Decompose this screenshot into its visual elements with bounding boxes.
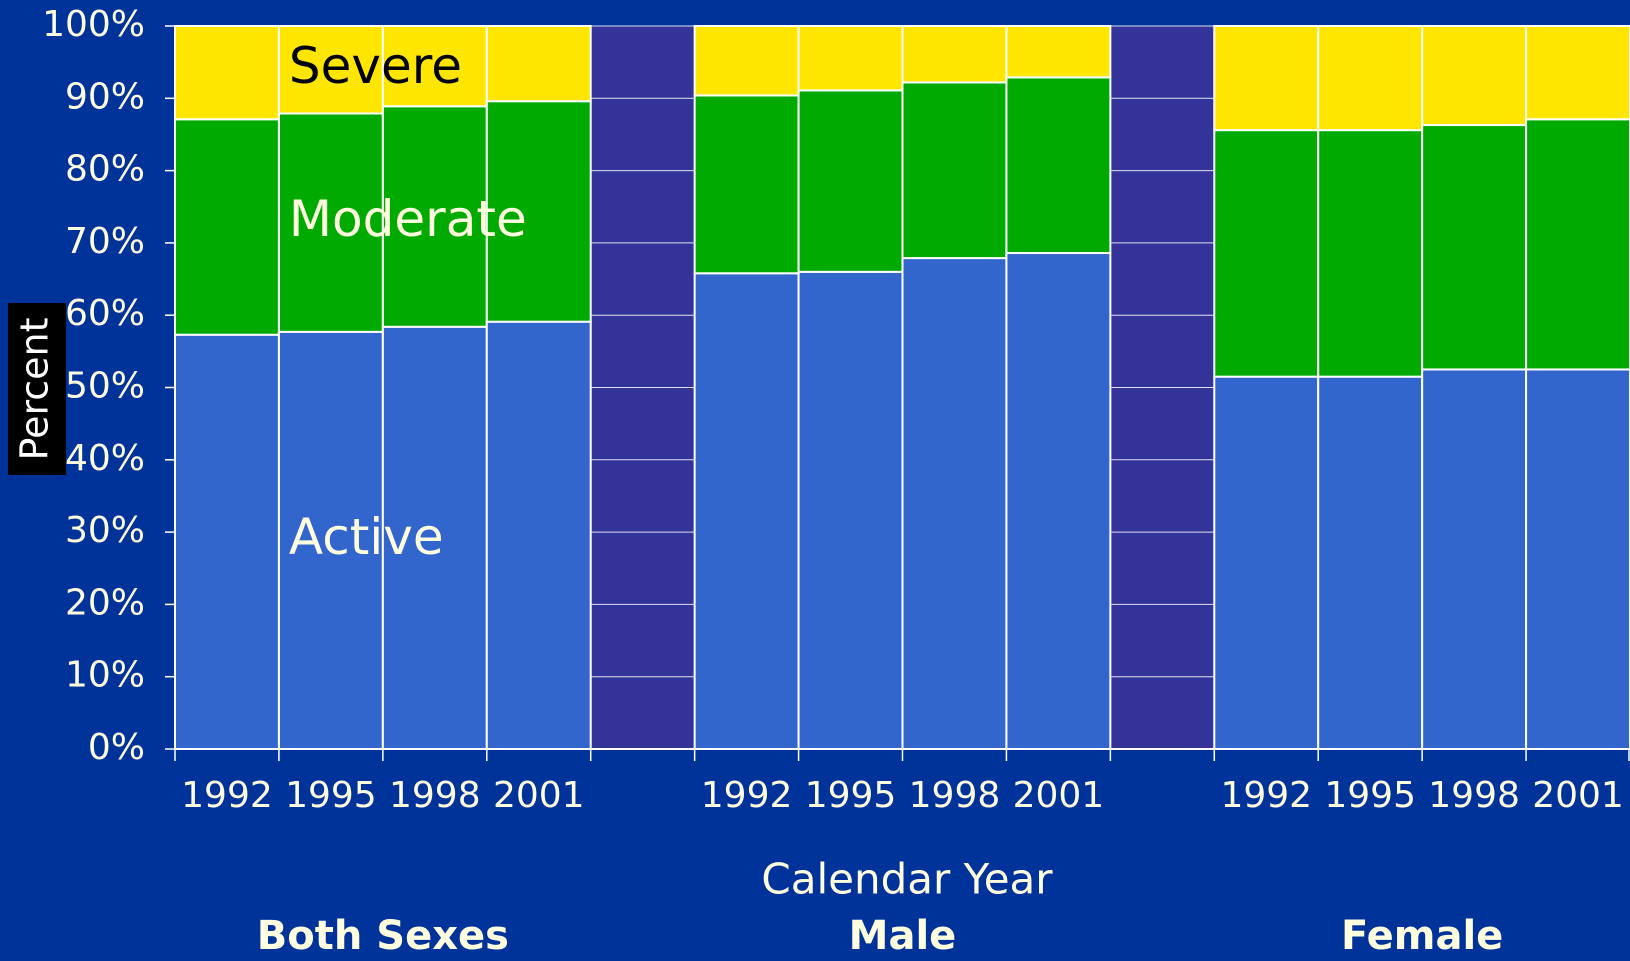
series-label: Severe <box>289 37 462 95</box>
bar-segment <box>1005 76 1112 255</box>
x-tick-label: 2001 <box>1532 775 1624 816</box>
bar-segment <box>485 320 592 750</box>
bar-segment <box>1525 25 1630 121</box>
bar-segment <box>1213 375 1320 750</box>
bar-segment <box>1525 118 1630 371</box>
bar-segment <box>174 25 280 121</box>
x-tick-label: 1995 <box>1324 775 1416 816</box>
bar-segment <box>1213 129 1320 378</box>
x-tick-label: 1992 <box>1220 775 1312 816</box>
x-tick-label: 1995 <box>805 775 897 816</box>
bar-segment <box>901 257 1008 750</box>
bar-segment <box>485 100 592 323</box>
y-tick-label: 90% <box>65 76 145 117</box>
bar-segment <box>485 25 592 103</box>
x-tick-label: 2001 <box>1013 775 1105 816</box>
bar-segment <box>1317 129 1424 378</box>
bar-segment <box>1421 25 1528 127</box>
bar-segment <box>174 118 280 336</box>
bar-segment <box>693 25 800 97</box>
bar-segment <box>1213 25 1320 132</box>
bar-segment <box>1005 252 1112 750</box>
y-axis-label: Percent <box>13 318 57 461</box>
group-label: Male <box>849 913 957 959</box>
bar-segment <box>1317 25 1424 132</box>
bar-segment <box>381 105 488 328</box>
x-tick-label: 1998 <box>1428 775 1520 816</box>
x-tick-label: 1995 <box>285 775 377 816</box>
y-tick-label: 80% <box>65 149 145 190</box>
x-tick-label: 1998 <box>389 775 481 816</box>
bar-segment <box>797 25 904 92</box>
y-tick-label: 60% <box>65 293 145 334</box>
bar-segment <box>1525 368 1630 750</box>
y-tick-label: 10% <box>65 655 145 696</box>
bar-segment <box>381 325 488 750</box>
y-tick-label: 70% <box>65 221 145 262</box>
bar-segment <box>277 330 384 750</box>
bar-segment <box>797 270 904 750</box>
bar-segment <box>797 89 904 273</box>
y-tick-label: 100% <box>42 4 145 45</box>
y-tick-label: 0% <box>88 727 145 768</box>
y-tick-label: 20% <box>65 582 145 623</box>
bar-segment <box>174 333 280 750</box>
y-tick-label: 50% <box>65 366 145 407</box>
bar-segment <box>1005 25 1112 79</box>
bar-segment <box>1317 375 1424 750</box>
y-tick-label: 30% <box>65 510 145 551</box>
bar-segment <box>1421 368 1528 750</box>
series-label: Moderate <box>289 190 527 248</box>
series-label: Active <box>289 508 444 566</box>
bar-segment <box>277 25 384 115</box>
bar-segment <box>1421 124 1528 371</box>
group-label: Both Sexes <box>257 913 509 959</box>
bar-segment <box>901 25 1008 84</box>
group-label: Female <box>1341 913 1503 959</box>
bar-segment <box>901 81 1008 260</box>
x-tick-label: 1992 <box>701 775 793 816</box>
y-tick-label: 40% <box>65 438 145 479</box>
bar-segment <box>693 272 800 750</box>
x-axis-label: Calendar Year <box>761 855 1053 904</box>
x-tick-label: 2001 <box>493 775 585 816</box>
bar-segment <box>693 94 800 275</box>
y-label-box <box>8 303 66 475</box>
x-tick-label: 1998 <box>909 775 1001 816</box>
x-tick-label: 1992 <box>181 775 273 816</box>
